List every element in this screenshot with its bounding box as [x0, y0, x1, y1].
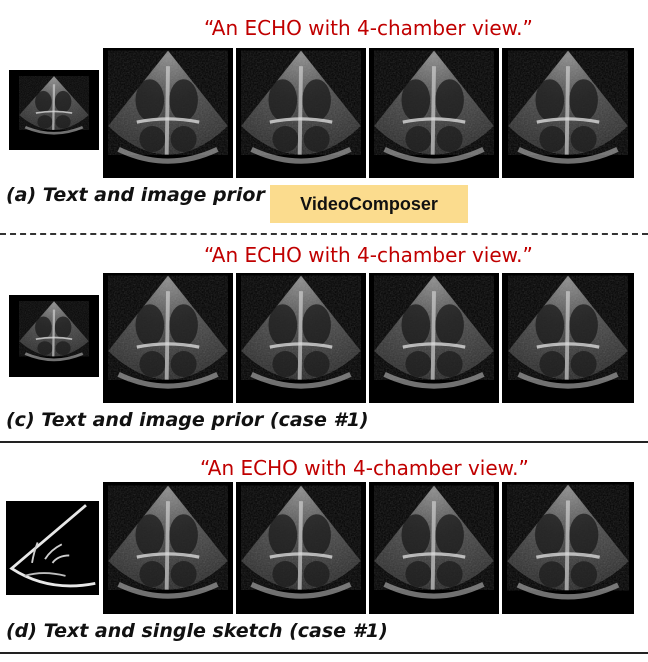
generated-frame	[103, 482, 233, 614]
prompt-text-a: “An ECHO with 4-chamber view.”	[204, 16, 533, 40]
generated-frame	[103, 48, 233, 178]
generated-frame	[103, 273, 233, 403]
prompt-text-c: “An ECHO with 4-chamber view.”	[204, 243, 533, 267]
generated-frame	[369, 273, 499, 403]
caption-a: (a) Text and image prior	[6, 184, 265, 206]
section-divider-dashed	[0, 233, 648, 235]
generated-frame	[369, 482, 499, 614]
input-image-prior-c	[9, 295, 99, 377]
generated-frame	[502, 273, 634, 403]
generated-frame	[236, 482, 366, 614]
method-badge: VideoComposer	[270, 185, 468, 223]
generated-frame	[502, 482, 634, 614]
prompt-text-d: “An ECHO with 4-chamber view.”	[200, 456, 529, 480]
section-divider-solid	[0, 441, 648, 443]
generated-frame	[236, 48, 366, 178]
input-image-prior-a	[9, 70, 99, 150]
section-divider-solid	[0, 652, 648, 654]
generated-frame	[236, 273, 366, 403]
generated-frame	[502, 48, 634, 178]
caption-d: (d) Text and single sketch (case #1)	[6, 620, 388, 642]
caption-c: (c) Text and image prior (case #1)	[6, 409, 369, 431]
input-sketch	[6, 501, 99, 595]
generated-frame	[369, 48, 499, 178]
